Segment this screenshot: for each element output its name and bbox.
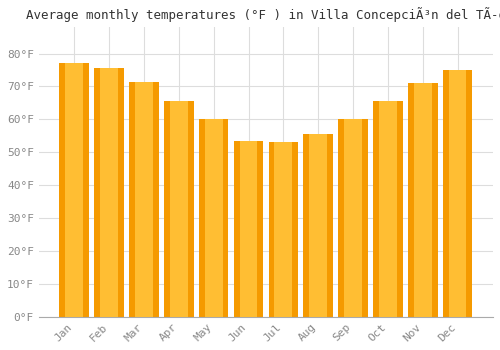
Bar xyxy=(408,83,438,317)
Bar xyxy=(274,142,292,317)
Bar xyxy=(373,101,402,317)
Bar xyxy=(199,119,228,317)
Bar xyxy=(443,70,472,317)
Bar xyxy=(60,63,89,317)
Bar xyxy=(448,70,466,317)
Bar xyxy=(129,82,159,317)
Bar xyxy=(234,141,264,317)
Bar xyxy=(240,141,258,317)
Bar xyxy=(304,134,333,317)
Bar xyxy=(94,68,124,317)
Bar xyxy=(205,119,222,317)
Bar xyxy=(344,119,362,317)
Bar xyxy=(170,101,188,317)
Bar xyxy=(310,134,327,317)
Bar xyxy=(100,68,118,317)
Bar xyxy=(164,101,194,317)
Bar xyxy=(268,142,298,317)
Bar xyxy=(379,101,397,317)
Bar xyxy=(135,82,153,317)
Bar xyxy=(338,119,368,317)
Bar xyxy=(414,83,432,317)
Title: Average monthly temperatures (°F ) in Villa ConcepciÃ³n del TÃ­o: Average monthly temperatures (°F ) in Vi… xyxy=(26,7,500,22)
Bar xyxy=(66,63,83,317)
